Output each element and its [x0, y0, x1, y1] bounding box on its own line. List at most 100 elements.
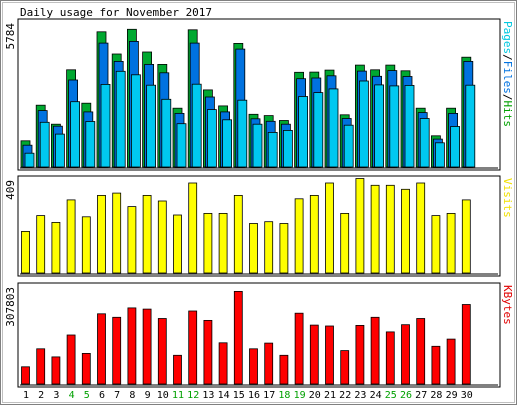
kbytes-bar-day-20 [309, 324, 319, 385]
kbytes-bar-day-28 [431, 345, 441, 385]
kbytes-bar-day-24 [370, 316, 380, 385]
visits-bar-day-30 [461, 199, 471, 274]
series-label: Visits [501, 178, 514, 218]
day-label-22: 22 [339, 390, 351, 401]
visits-bar-day-3 [51, 221, 61, 274]
visits-bar-day-19 [294, 198, 304, 274]
series-label-part: Files [501, 61, 514, 94]
visits-panel: 409 Visits [4, 175, 514, 277]
visits-bar-day-14 [218, 212, 228, 274]
day-label-23: 23 [354, 390, 366, 401]
series-label-part: Visits [501, 178, 514, 218]
visits-bar-day-17 [264, 221, 274, 274]
visits-bar-day-11 [173, 214, 182, 274]
pages-bar-day-4 [70, 101, 80, 168]
series-label-part: KBytes [501, 285, 514, 325]
day-label-29: 29 [446, 390, 458, 401]
visits-bar-day-10 [157, 200, 167, 274]
series-label-part: / [501, 54, 514, 61]
day-label-25: 25 [385, 390, 397, 401]
kbytes-bar-day-11 [173, 354, 182, 385]
visits-bar-day-21 [325, 182, 334, 274]
pages-bar-day-21 [328, 88, 339, 168]
kbytes-bar-day-26 [401, 324, 410, 385]
day-axis: 1 2 3 4 5 6 7 8 9 10 11 12 13 14 15 16 17 18 19 20 21 22 23 24 2… [23, 390, 473, 401]
kbytes-bar-day-30 [461, 304, 471, 385]
pages-bar-day-17 [267, 131, 278, 168]
kbytes-bar-day-1 [21, 366, 30, 385]
pages-bar-day-15 [237, 99, 248, 168]
pages-bar-day-28 [434, 142, 445, 168]
visits-bar-day-6 [97, 194, 106, 274]
day-label-10: 10 [157, 390, 169, 401]
visits-bar-day-8 [127, 206, 137, 274]
visits-bar-day-26 [401, 188, 410, 274]
kbytes-bar-day-7 [112, 316, 122, 385]
visits-bar-day-7 [112, 192, 122, 274]
kbytes-bar-day-13 [203, 319, 213, 385]
kbytes-bar-day-29 [446, 338, 456, 385]
day-label-12: 12 [187, 390, 199, 401]
pages-bar-day-6 [100, 84, 111, 168]
kbytes-bar-day-2 [36, 348, 46, 385]
chart-title: Daily usage for November 2017 [20, 6, 212, 19]
visits-bar-day-1 [21, 230, 30, 274]
visits-bar-day-23 [355, 178, 365, 274]
kbytes-bar-day-17 [264, 342, 274, 385]
pages-bar-day-14 [222, 119, 233, 168]
pages-bar-day-13 [206, 109, 217, 168]
pages-bar-day-22 [343, 124, 354, 168]
kbytes-bar-day-8 [127, 307, 137, 385]
pages-bar-day-5 [85, 121, 96, 168]
pages-bar-day-23 [358, 80, 369, 168]
kbytes-bar-day-16 [249, 348, 258, 385]
visits-bar-day-13 [203, 212, 213, 274]
day-label-4: 4 [69, 390, 75, 401]
kbytes-bar-day-23 [355, 324, 365, 385]
day-label-2: 2 [38, 390, 44, 401]
pages-bar-day-27 [419, 118, 430, 168]
pages-bar-day-12 [191, 83, 202, 168]
day-label-7: 7 [114, 390, 120, 401]
pages-bar-day-3 [55, 133, 65, 168]
series-label: Pages/Files/Hits [501, 21, 514, 127]
pages-bar-day-29 [450, 126, 461, 168]
day-label-8: 8 [129, 390, 135, 401]
kbytes-bar-day-5 [81, 352, 91, 385]
visits-bar-day-4 [66, 199, 76, 274]
day-label-17: 17 [263, 390, 275, 401]
day-label-1: 1 [23, 390, 29, 401]
pages-bar-day-26 [404, 85, 415, 168]
visits-bar-day-24 [370, 184, 380, 274]
day-label-30: 30 [461, 390, 473, 401]
visits-bar-day-29 [446, 212, 456, 274]
pages-bar-day-18 [282, 129, 293, 168]
kbytes-panel: 307803 KBytes [4, 282, 514, 388]
day-label-9: 9 [145, 390, 151, 401]
pages-bar-day-10 [161, 98, 172, 168]
day-label-14: 14 [218, 390, 230, 401]
day-label-26: 26 [400, 390, 412, 401]
day-label-6: 6 [99, 390, 105, 401]
day-label-27: 27 [415, 390, 427, 401]
visits-bar-day-9 [142, 194, 152, 274]
pages-bar-day-24 [374, 84, 385, 168]
day-label-11: 11 [172, 390, 184, 401]
kbytes-bar-day-25 [385, 331, 395, 385]
visits-bar-day-5 [81, 216, 91, 274]
kbytes-bar-day-10 [157, 318, 167, 385]
kbytes-bar-day-3 [51, 356, 61, 385]
pages-bar-day-16 [252, 123, 263, 168]
pages-bar-day-11 [176, 123, 187, 168]
day-label-28: 28 [430, 390, 442, 401]
visits-bar-day-20 [309, 194, 319, 274]
pages-bar-day-2 [39, 121, 50, 168]
day-label-21: 21 [324, 390, 336, 401]
day-label-18: 18 [278, 390, 290, 401]
kbytes-bar-day-14 [218, 342, 228, 385]
pages-bar-day-20 [313, 92, 324, 168]
pages-bar-day-1 [24, 152, 35, 168]
kbytes-bar-day-21 [325, 325, 334, 385]
